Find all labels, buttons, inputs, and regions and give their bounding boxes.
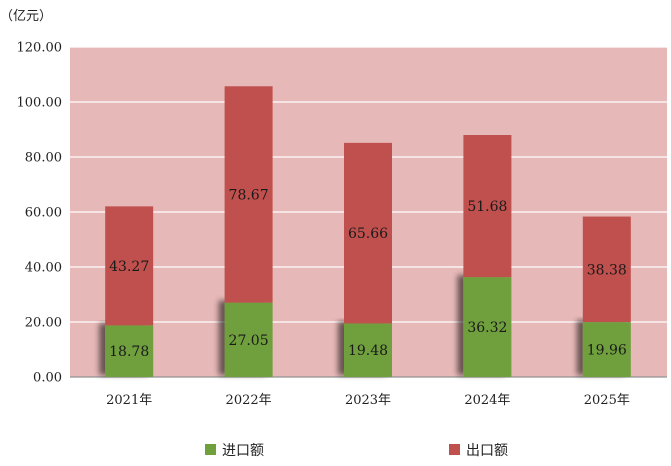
bar-import	[344, 323, 392, 377]
x-tick-label: 2024年	[464, 393, 510, 408]
data-label: 27.05	[229, 333, 269, 349]
bar-export	[582, 216, 631, 323]
x-axis: 2021年 2022年 2023年 2024年 2025年	[106, 393, 630, 408]
bar-import	[463, 277, 512, 377]
legend-label: 进口额	[222, 443, 264, 459]
bar-import	[582, 322, 631, 377]
data-label: 19.96	[587, 343, 627, 359]
y-tick-label: 80.00	[25, 151, 62, 166]
x-tick-label: 2021年	[106, 393, 152, 408]
legend: 进口额 出口额	[205, 443, 508, 459]
y-tick-label: 120.00	[17, 41, 63, 56]
data-label: 36.32	[467, 320, 507, 336]
bar-export	[463, 135, 512, 278]
x-tick-label: 2022年	[226, 393, 272, 408]
data-label: 65.66	[348, 226, 388, 242]
data-label: 38.38	[587, 262, 627, 278]
y-tick-label: 0.00	[33, 371, 62, 386]
bar-export	[105, 206, 154, 326]
unit-label: （亿元）	[0, 9, 52, 24]
legend-swatch	[205, 444, 216, 455]
y-tick-label: 100.00	[17, 96, 63, 111]
y-tick-label: 40.00	[25, 261, 62, 276]
data-label: 43.27	[109, 259, 149, 275]
bars: 18.78 43.27 27.05 78.67 19.48 65.66 36.32 51.68…	[105, 86, 631, 377]
data-label: 51.68	[467, 199, 507, 215]
legend-label: 出口额	[466, 443, 508, 459]
y-tick-label: 20.00	[25, 316, 62, 331]
y-tick-label: 60.00	[25, 206, 62, 221]
data-label: 19.48	[348, 343, 388, 359]
bar-export	[344, 142, 392, 324]
legend-swatch	[449, 444, 460, 455]
data-label: 18.78	[109, 344, 149, 360]
bar-export	[224, 86, 273, 303]
bar-import	[105, 325, 154, 377]
bar-import	[224, 302, 273, 377]
data-label: 78.67	[229, 187, 269, 203]
y-axis: 0.00 20.00 40.00 60.00 80.00 100.00 120.00	[17, 41, 667, 386]
x-tick-label: 2023年	[345, 393, 391, 408]
x-tick-label: 2025年	[584, 393, 630, 408]
